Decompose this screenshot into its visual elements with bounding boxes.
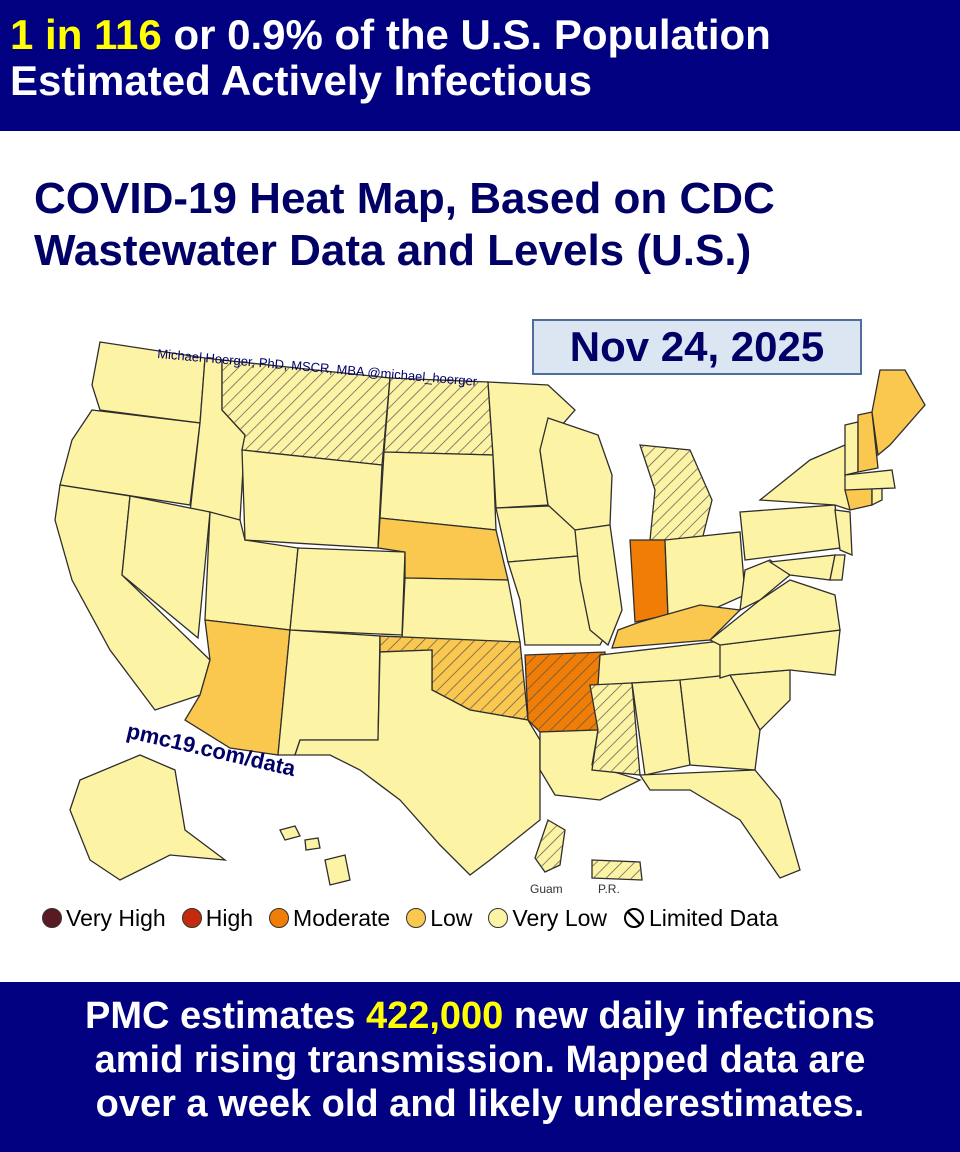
infection-ratio: 1 in 116 <box>10 11 162 58</box>
state-vermont <box>844 421 859 476</box>
legend-label: Moderate <box>293 904 391 931</box>
state-wyoming <box>241 449 383 549</box>
headline-line-2: Estimated Actively Infectious <box>10 57 592 104</box>
map-title-line-1: COVID-19 Heat Map, Based on CDC <box>34 174 775 223</box>
limited-data-hatch-oklahoma <box>380 636 528 720</box>
estimate-line-1-post: new daily infections <box>503 995 875 1037</box>
state-ohio <box>664 531 746 616</box>
state-new-mexico <box>277 629 381 756</box>
estimate-line-1: PMC estimates 422,000 new daily infectio… <box>0 994 960 1038</box>
date-badge: Nov 24, 2025 <box>532 319 862 375</box>
estimate-line-3: over a week old and likely underestimate… <box>95 1083 865 1125</box>
legend-swatch <box>269 908 290 928</box>
legend-item: Low <box>406 905 472 932</box>
states-layer <box>54 341 926 886</box>
limited-data-hatch-montana <box>222 360 390 465</box>
limited-data-hatch-guam <box>535 820 565 872</box>
state-nevada <box>121 495 211 640</box>
legend-label: Low <box>430 904 473 931</box>
legend-swatch <box>488 908 509 928</box>
legend-label: High <box>205 904 254 931</box>
us-heat-map <box>54 341 926 886</box>
legend-item: Limited Data <box>623 905 778 932</box>
state-new-jersey <box>834 509 853 556</box>
state-new-hampshire <box>857 411 879 473</box>
state-hawaii <box>279 825 351 886</box>
limited-data-hatch-north-dakota <box>384 378 493 455</box>
limited-data-hatch-arkansas <box>525 652 605 732</box>
legend-label: Limited Data <box>649 904 779 931</box>
legend-label: Very High <box>66 904 166 931</box>
estimate-line-2: amid rising transmission. Mapped data ar… <box>94 1039 866 1081</box>
state-colorado <box>289 547 406 636</box>
headline-line-1-rest: or 0.9% of the U.S. Population <box>161 11 771 58</box>
state-south-dakota <box>379 451 497 531</box>
state-delaware <box>829 554 846 581</box>
map-title: COVID-19 Heat Map, Based on CDC Wastewat… <box>34 173 934 277</box>
state-pennsylvania <box>739 504 841 561</box>
limited-data-hatch-mississippi <box>590 683 640 775</box>
state-kansas <box>401 577 521 643</box>
legend-item: Moderate <box>269 905 390 932</box>
legend-item: High <box>181 904 254 932</box>
legend-item: Very Low <box>488 905 607 932</box>
estimate-banner: PMC estimates 422,000 new daily infectio… <box>0 982 960 1152</box>
state-florida <box>638 769 801 879</box>
legend: Very High High Moderate Low Very Low Limited … <box>42 903 794 933</box>
state-maine <box>871 369 926 457</box>
limited-data-hatch-puerto-rico <box>592 860 642 880</box>
legend-swatch <box>406 908 427 928</box>
state-texas <box>294 649 541 876</box>
guam-label: Guam <box>530 882 563 896</box>
state-massachusetts <box>844 469 896 491</box>
daily-infections-number: 422,000 <box>365 995 504 1037</box>
legend-label: Very Low <box>512 904 608 931</box>
state-indiana <box>629 539 669 623</box>
limited-data-hatch-michigan <box>640 445 712 540</box>
map-title-line-2: Wastewater Data and Levels (U.S.) <box>34 226 752 275</box>
state-illinois <box>574 524 623 647</box>
legend-swatch <box>181 908 202 928</box>
state-alaska <box>69 754 228 881</box>
headline-line-1: 1 in 116 or 0.9% of the U.S. Population <box>10 12 960 58</box>
legend-swatch <box>42 908 62 928</box>
puerto-rico-label: P.R. <box>598 882 620 896</box>
estimate-line-1-pre: PMC estimates <box>85 995 366 1037</box>
headline-banner: 1 in 116 or 0.9% of the U.S. Population … <box>0 0 960 131</box>
legend-item: Very High <box>42 905 166 932</box>
state-west-virginia <box>739 559 792 612</box>
hatch-icon <box>624 908 645 928</box>
